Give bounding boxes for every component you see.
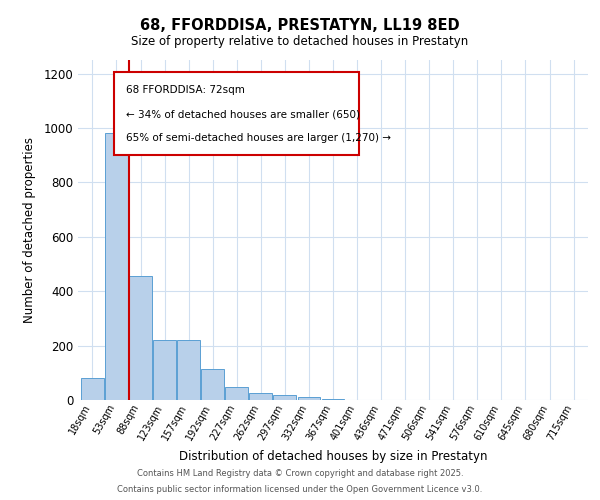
Bar: [250, 393, 272, 400]
Bar: [129, 276, 152, 400]
Bar: [105, 134, 128, 400]
Bar: [177, 340, 200, 400]
Bar: [298, 398, 320, 400]
Text: Contains HM Land Registry data © Crown copyright and database right 2025.: Contains HM Land Registry data © Crown c…: [137, 468, 463, 477]
Bar: [81, 378, 104, 400]
FancyBboxPatch shape: [114, 72, 359, 155]
Bar: [201, 368, 224, 400]
Bar: [226, 387, 248, 400]
Bar: [322, 398, 344, 400]
Bar: [153, 340, 176, 400]
Bar: [274, 395, 296, 400]
Y-axis label: Number of detached properties: Number of detached properties: [23, 137, 37, 323]
Text: ← 34% of detached houses are smaller (650): ← 34% of detached houses are smaller (65…: [127, 110, 361, 120]
Text: 68 FFORDDISA: 72sqm: 68 FFORDDISA: 72sqm: [127, 86, 245, 96]
Text: Contains public sector information licensed under the Open Government Licence v3: Contains public sector information licen…: [118, 485, 482, 494]
X-axis label: Distribution of detached houses by size in Prestatyn: Distribution of detached houses by size …: [179, 450, 487, 464]
Text: 65% of semi-detached houses are larger (1,270) →: 65% of semi-detached houses are larger (…: [127, 133, 391, 143]
Text: Size of property relative to detached houses in Prestatyn: Size of property relative to detached ho…: [131, 35, 469, 48]
Text: 68, FFORDDISA, PRESTATYN, LL19 8ED: 68, FFORDDISA, PRESTATYN, LL19 8ED: [140, 18, 460, 32]
